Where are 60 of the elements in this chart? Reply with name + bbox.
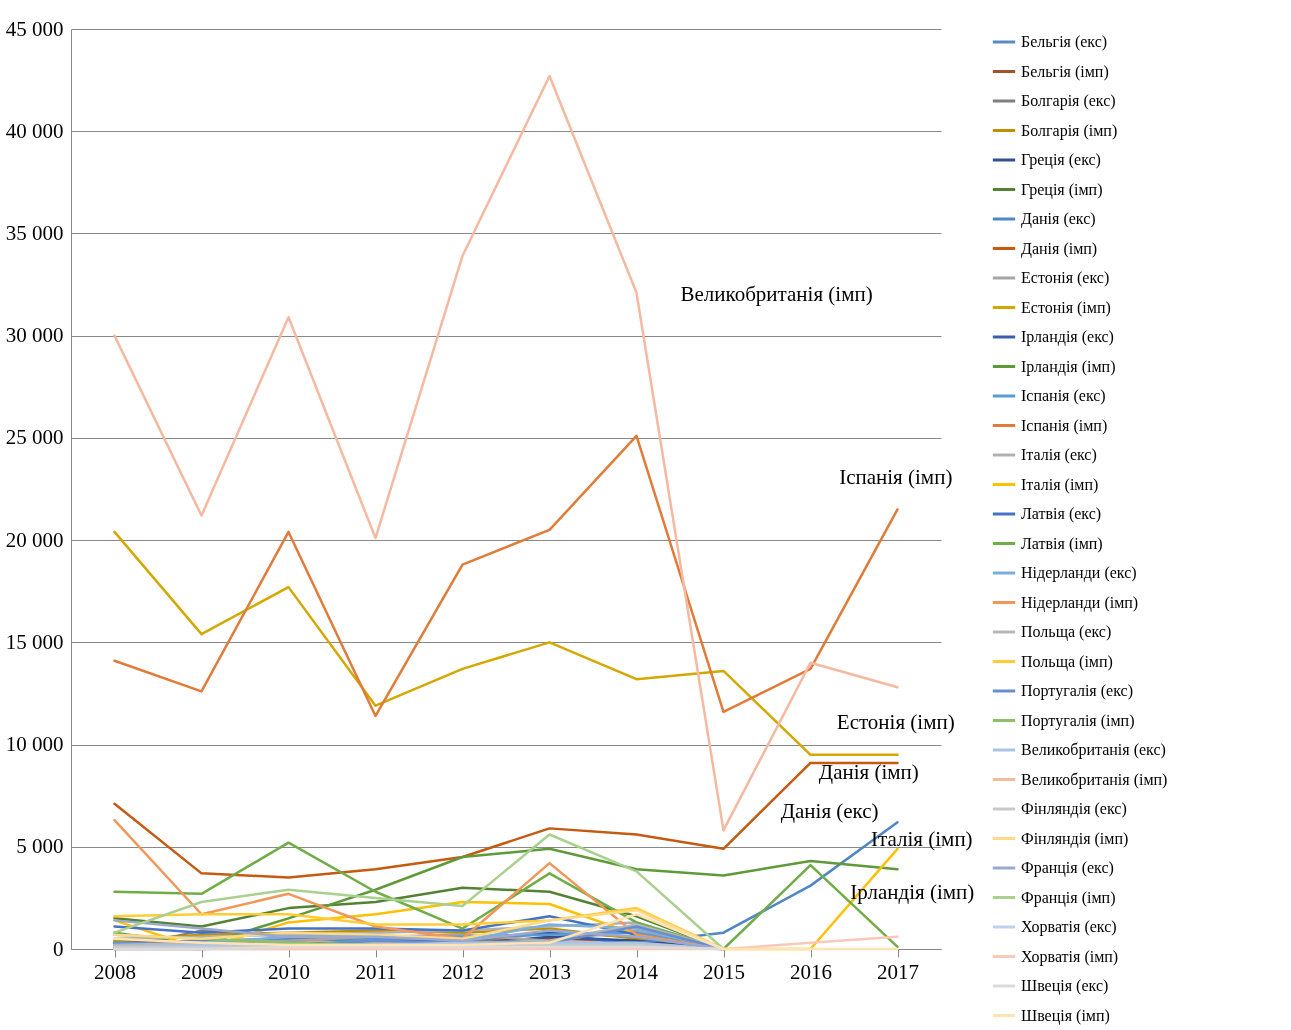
y-tick-label: 5 000 [16,834,64,859]
x-tick-label: 2012 [442,959,484,984]
y-tick-label: 40 000 [5,118,64,143]
legend-label: Великобританія (імп) [1021,770,1168,789]
legend-label: Португалія (імп) [1021,711,1135,730]
legend-label: Великобританія (екс) [1021,741,1166,759]
y-tick-label: 0 [53,936,64,961]
annotation: Великобританія (імп) [680,281,873,306]
x-tick-label: 2015 [703,959,745,984]
y-tick-label: 15 000 [5,629,64,654]
legend-label: Хорватія (імп) [1021,947,1119,966]
annotation: Естонія (імп) [836,709,955,734]
legend-label: Латвія (екс) [1021,505,1102,523]
annotation: Данія (екс) [780,798,879,823]
legend-label: Швеція (імп) [1021,1006,1110,1025]
legend-label: Нідерланди (імп) [1021,593,1139,612]
legend-label: Швеція (екс) [1021,977,1109,995]
legend-label: Італія (екс) [1021,446,1097,464]
legend-label: Нідерланди (екс) [1021,564,1137,582]
legend-label: Португалія (екс) [1021,682,1133,700]
legend-label: Іспанія (імп) [1021,416,1108,435]
legend-label: Естонія (імп) [1021,298,1111,317]
annotation: Італія (імп) [871,826,973,851]
legend-label: Бельгія (імп) [1021,62,1109,81]
legend-label: Ірландія (імп) [1021,357,1116,376]
x-tick-label: 2013 [529,959,571,984]
annotation: Данія (імп) [818,760,919,785]
legend-label: Франція (екс) [1021,859,1114,877]
legend-label: Данія (екс) [1021,210,1096,228]
y-tick-label: 45 000 [5,16,64,41]
x-tick-label: 2017 [877,959,919,984]
legend-label: Франція (імп) [1021,888,1116,907]
y-tick-label: 30 000 [5,323,64,348]
annotation: Іспанія (імп) [839,464,953,489]
legend-label: Данія (імп) [1021,239,1098,258]
y-tick-label: 35 000 [5,220,64,245]
legend-label: Греція (імп) [1021,180,1103,199]
legend-label: Іспанія (екс) [1021,387,1106,405]
y-tick-label: 20 000 [5,527,64,552]
legend-label: Італія (імп) [1021,475,1099,494]
legend-label: Фінляндія (екс) [1021,800,1127,818]
x-tick-label: 2014 [616,959,659,984]
legend-label: Латвія (імп) [1021,534,1103,553]
legend-label: Болгарія (екс) [1021,92,1116,110]
x-tick-label: 2010 [268,959,310,984]
legend-label: Бельгія (екс) [1021,33,1108,51]
legend-label: Хорватія (екс) [1021,918,1117,936]
x-tick-label: 2008 [94,959,136,984]
legend-label: Польща (екс) [1021,623,1112,641]
x-tick-label: 2016 [790,959,832,984]
x-tick-label: 2011 [355,959,397,984]
legend-label: Польща (імп) [1021,652,1113,671]
y-tick-label: 25 000 [5,425,64,450]
legend-label: Фінляндія (імп) [1021,829,1129,848]
x-tick-label: 2009 [181,959,223,984]
legend-label: Ірландія (екс) [1021,328,1114,346]
legend-label: Греція (екс) [1021,151,1101,169]
legend-label: Естонія (екс) [1021,269,1110,287]
legend-label: Болгарія (імп) [1021,121,1118,140]
y-tick-label: 10 000 [5,732,64,757]
